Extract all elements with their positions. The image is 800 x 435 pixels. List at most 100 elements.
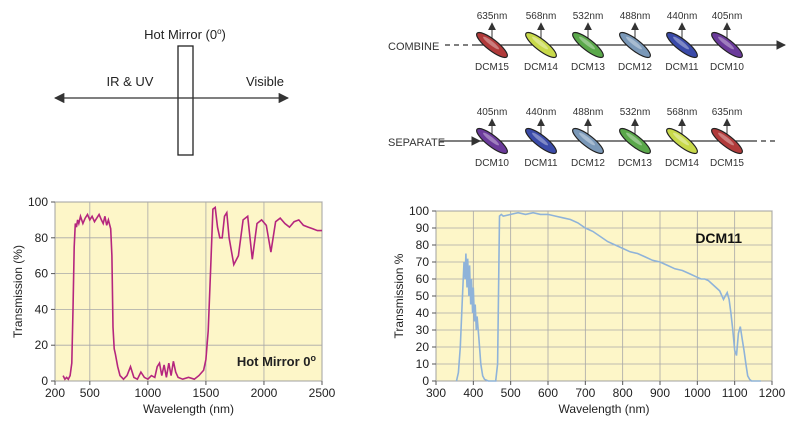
y-tick-label: 20 [35,338,49,352]
x-tick-label: 700 [575,386,595,400]
dcm11-xlabel: Wavelength (nm) [559,402,650,416]
filter-disc [476,127,508,155]
filter-dcm10: 405nm DCM10 [710,11,744,73]
filter-dcm15: 635nm DCM15 [475,11,509,73]
filter-highlight [579,132,596,146]
x-tick-label: 600 [538,386,558,400]
x-tick-label: 400 [463,386,483,400]
dcm11-title: DCM11 [695,230,742,246]
y-tick-label: 20 [416,340,430,354]
filter-name-label: DCM15 [475,62,509,73]
dcm11-ticks: 300 400 500 600 700 800 900 1000 1100 1200 0 10 20 30… [409,204,786,400]
filter-name-label: DCM15 [710,158,744,169]
filter-disc [525,31,557,59]
x-tick-label: 2000 [251,386,278,400]
filter-highlight [483,132,500,146]
filter-dcm13: 532nm DCM13 [618,107,652,169]
y-tick-label: 70 [416,255,430,269]
filter-highlight [483,36,500,50]
x-tick-label: 1000 [684,386,711,400]
x-tick-label: 800 [613,386,633,400]
hot-mirror-ylabel: Transmission (%) [11,245,25,338]
filter-disc [476,31,508,59]
filter-wavelength-label: 568nm [526,11,557,22]
filter-wavelength-label: 488nm [620,11,651,22]
separate-label: SEPARATE [388,137,445,149]
filter-highlight [532,36,549,50]
filter-dcm14: 568nm DCM14 [524,11,558,73]
filter-dcm14: 568nm DCM14 [665,107,699,169]
x-tick-label: 1100 [722,386,748,400]
filter-wavelength-label: 440nm [526,107,557,118]
x-tick-label: 2500 [309,386,336,400]
hot-mirror-grid [54,201,323,382]
filter-name-label: DCM10 [710,62,744,73]
hot-mirror-annotation: Hot Mirror 0o [237,353,317,369]
y-tick-label: 0 [41,374,48,388]
filter-dcm12: 488nm DCM12 [571,107,605,169]
filter-name-label: DCM13 [571,62,605,73]
dcm11-chart: 300 400 500 600 700 800 900 1000 1100 1200 0 10 20 30… [392,204,786,416]
filter-wavelength-label: 440nm [667,11,698,22]
filter-dcm15: 635nm DCM15 [710,107,744,169]
filter-highlight [673,36,690,50]
filter-highlight [532,132,549,146]
filter-wavelength-label: 488nm [573,107,604,118]
x-tick-label: 900 [650,386,670,400]
filter-disc [525,127,557,155]
combine-label: COMBINE [388,41,439,53]
filter-dcm12: 488nm DCM12 [618,11,652,73]
filter-name-label: DCM10 [475,158,509,169]
filter-name-label: DCM11 [665,62,699,73]
filter-wavelength-label: 635nm [712,107,743,118]
filter-wavelength-label: 568nm [667,107,698,118]
filter-highlight [718,36,735,50]
hot-mirror-title: Hot Mirror (0o) [144,27,226,42]
filter-highlight [718,132,735,146]
hot-mirror-element [177,45,194,156]
filter-name-label: DCM14 [524,62,558,73]
filter-name-label: DCM12 [571,158,605,169]
filter-wavelength-label: 532nm [573,11,604,22]
filter-wavelength-label: 532nm [620,107,651,118]
hot-mirror-xlabel: Wavelength (nm) [143,402,234,416]
dcm11-series-line [455,211,761,382]
filter-disc [619,127,651,155]
y-tick-label: 0 [422,374,429,388]
y-tick-label: 40 [416,306,430,320]
x-tick-label: 500 [80,386,100,400]
hot-mirror-diagram: Hot Mirror (0o) IR & UV Visible [53,27,290,156]
hot-mirror-ticks: 200 500 1000 1500 2000 2500 0 20 40 60 80 100 [28,195,336,400]
y-tick-label: 80 [35,231,49,245]
hot-mirror-series-line [62,205,322,381]
y-tick-label: 50 [416,289,430,303]
filter-wavelength-label: 405nm [477,107,508,118]
separate-diagram: SEPARATE 405nm DCM10 440nm DCM11 488nm DCM12 5… [388,107,778,169]
y-tick-label: 10 [416,357,430,371]
y-tick-label: 60 [35,267,49,281]
filter-highlight [579,36,596,50]
x-tick-label: 1000 [135,386,162,400]
ir-uv-label: IR & UV [107,74,154,89]
y-tick-label: 30 [416,323,430,337]
filter-disc [572,127,604,155]
filter-dcm13: 532nm DCM13 [571,11,605,73]
x-tick-label: 500 [501,386,521,400]
x-tick-label: 1200 [759,386,786,400]
hot-mirror-plot-area [54,201,323,382]
dcm11-ylabel: Transmission % [392,253,406,338]
filter-highlight [626,36,643,50]
filter-dcm11: 440nm DCM11 [665,11,699,73]
filter-wavelength-label: 405nm [712,11,743,22]
y-tick-label: 100 [409,204,429,218]
y-tick-label: 60 [416,272,430,286]
combine-diagram: COMBINE 635nm DCM15 568nm DCM14 532nm DCM13 48… [388,11,786,73]
filter-name-label: DCM11 [524,158,558,169]
y-tick-label: 90 [416,221,430,235]
filter-highlight [673,132,690,146]
visible-label: Visible [246,74,284,89]
y-tick-label: 40 [35,302,49,316]
filter-disc [572,31,604,59]
